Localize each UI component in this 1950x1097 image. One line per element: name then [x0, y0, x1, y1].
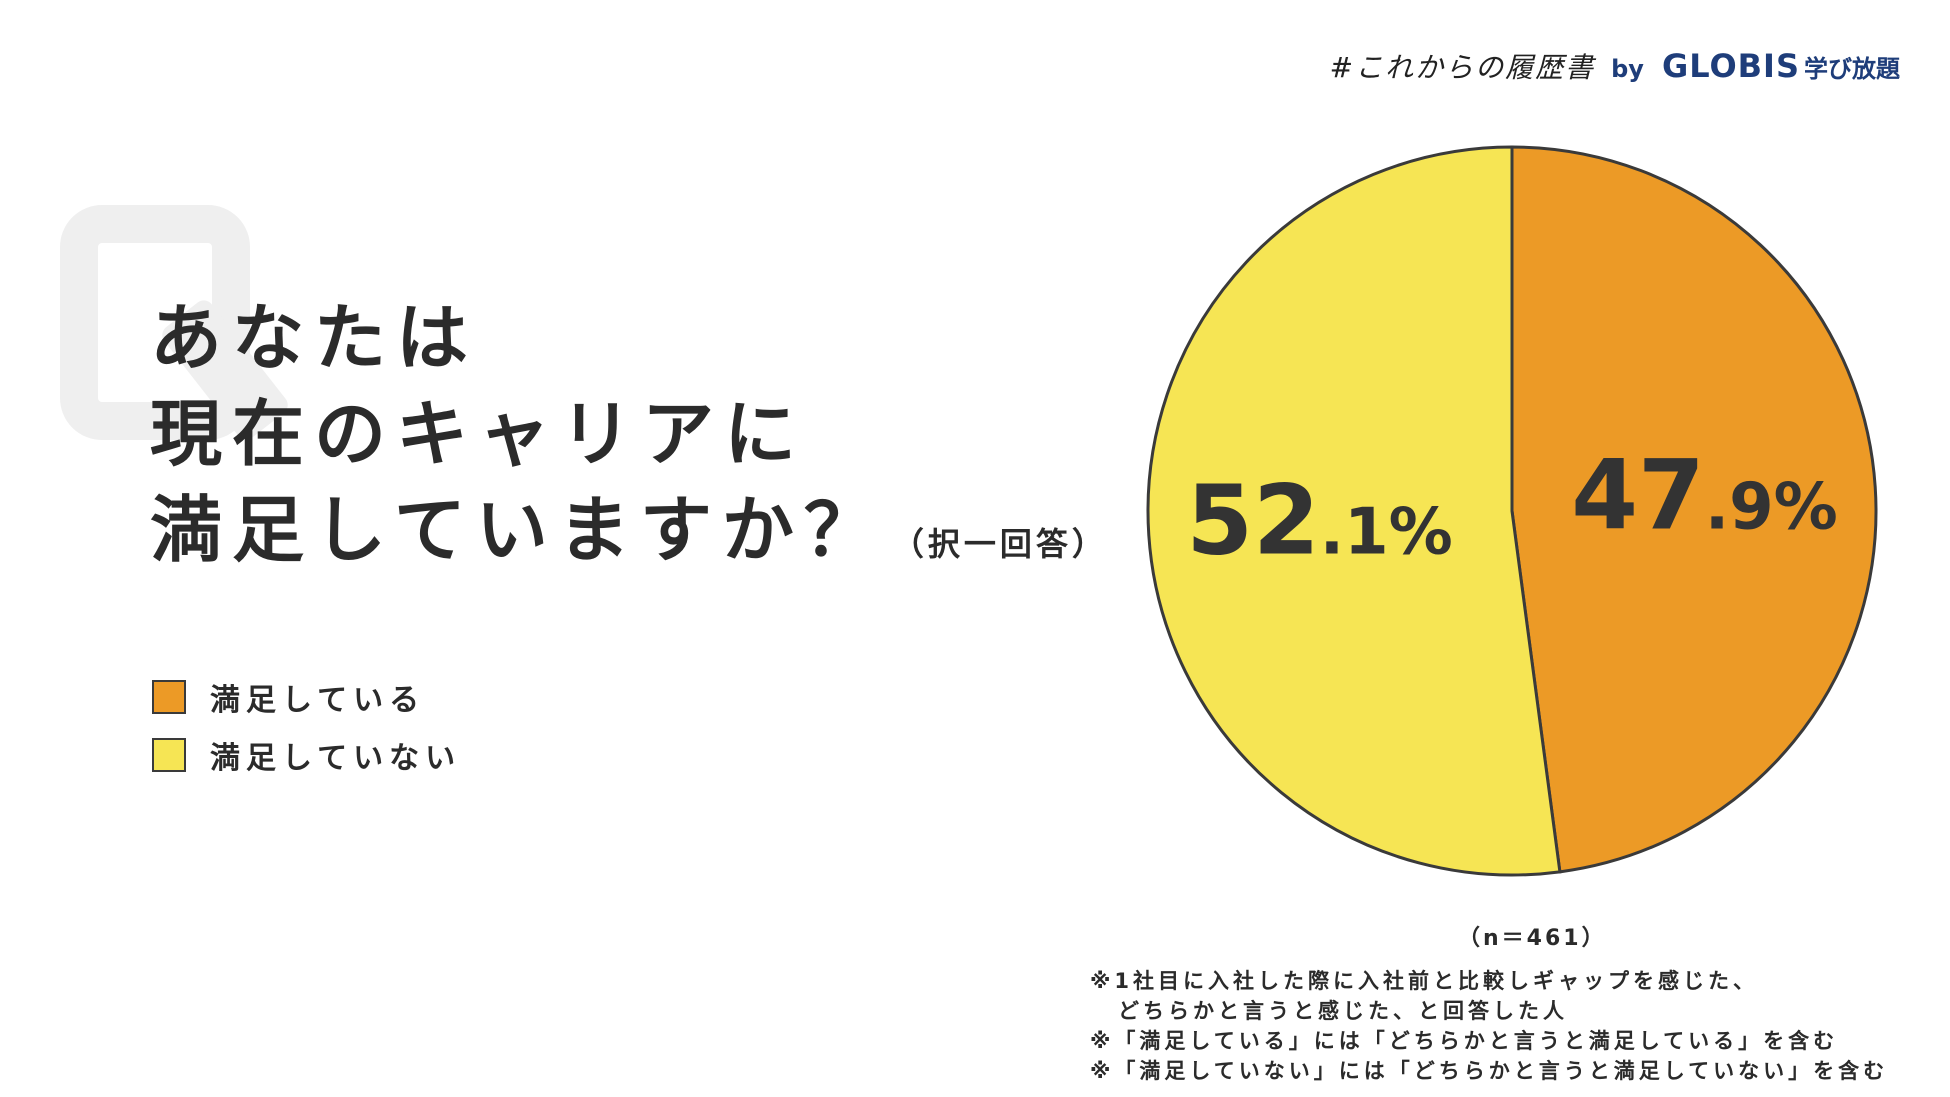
legend-item-unsatisfied: 満足していない: [152, 726, 461, 784]
q-watermark: [60, 205, 250, 440]
legend-swatch-unsatisfied: [152, 738, 186, 772]
question-title: あなたは 現在のキャリアに 満足していますか？ （択一回答）: [150, 290, 1108, 592]
legend-label-satisfied: 満足している: [210, 683, 426, 718]
sample-size: （n＝461）: [1458, 926, 1607, 951]
brand-logo: GLOBIS: [1661, 47, 1800, 85]
footnote-1: ※1社目に入社した際に入社前と比較しギャップを感じた、: [1090, 969, 1759, 993]
question-line-3: 満足していますか？ （択一回答）: [150, 482, 1108, 592]
footnote-1-cont: どちらかと言うと感じた、と回答した人: [1118, 999, 1568, 1023]
legend-label-unsatisfied: 満足していない: [210, 741, 462, 776]
brand-hashtag: #これからの履歴書: [1329, 51, 1596, 84]
legend-item-satisfied: 満足している: [152, 668, 461, 726]
question-line-2: 現在のキャリアに: [150, 392, 807, 476]
pie-label-unsatisfied: 52.1%: [1186, 465, 1453, 577]
brand-by: by: [1611, 55, 1644, 83]
question-note: （択一回答）: [891, 525, 1108, 563]
pie-slice-unsatisfied: [1146, 145, 1562, 877]
legend-swatch-satisfied: [152, 680, 186, 714]
footnote-3: ※「満足していない」には「どちらかと言うと満足していない」を含む: [1090, 1059, 1889, 1083]
brand-header: #これからの履歴書 by GLOBIS 学び放題: [1330, 46, 1900, 86]
brand-service: 学び放題: [1804, 55, 1900, 83]
question-line-1: あなたは: [150, 296, 479, 380]
footnotes: ※1社目に入社した際に入社前と比較しギャップを感じた、 どちらかと言うと感じた、…: [1090, 966, 1888, 1086]
pie-slice-satisfied: [1510, 145, 1878, 874]
chart-legend: 満足している 満足していない: [152, 668, 461, 784]
footnote-2: ※「満足している」には「どちらかと言うと満足している」を含む: [1090, 1029, 1839, 1053]
question-line-3-text: 満足していますか？: [150, 488, 886, 572]
pie-label-satisfied: 47.9%: [1571, 439, 1838, 551]
